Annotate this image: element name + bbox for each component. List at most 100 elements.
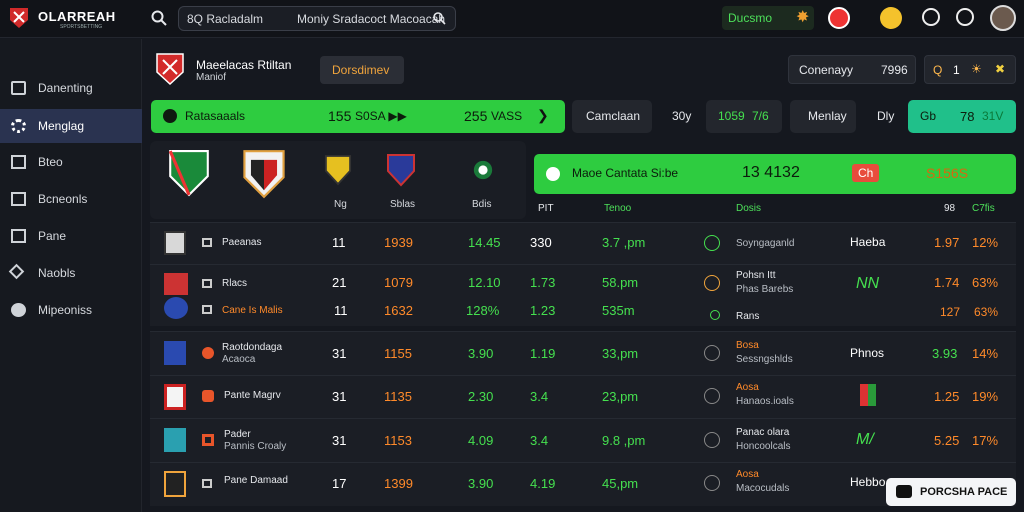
odds-green-2[interactable]: 58.pm <box>602 275 639 290</box>
odds-right[interactable]: 1.25 <box>934 389 960 404</box>
odds-green-3[interactable]: 128% <box>466 303 500 318</box>
table-row[interactable]: Rlacs Cane Is Malis 21 1079 12.10 1.73 5… <box>150 264 1016 326</box>
country-label: Conenayy <box>799 63 854 77</box>
odds-highlight-bar[interactable]: Gb 78 31V <box>908 100 1016 133</box>
brand-logo-icon[interactable] <box>8 6 30 30</box>
table-row[interactable]: Pante Magrv 31 1135 2.30 3.4 23,pm Aosa … <box>150 375 1016 418</box>
deposit-button[interactable]: Ducsmo <box>722 6 814 30</box>
match-side: Hebbo <box>850 475 886 489</box>
sidebar-item-menu[interactable]: Menglag <box>0 109 142 143</box>
odds-right[interactable]: 5.25 <box>934 433 960 448</box>
league-logo-icon <box>156 53 184 86</box>
sidebar-item-nobles[interactable]: Naobls <box>0 256 142 290</box>
odds-orange[interactable]: 1153 <box>384 433 412 448</box>
score-widget[interactable]: Q 1 ☀ ✖ <box>924 55 1016 84</box>
info-icon[interactable] <box>704 235 720 251</box>
team-shield-icon[interactable] <box>168 149 210 197</box>
odds-green[interactable]: 3.90 <box>468 476 494 491</box>
odds-white[interactable]: 3.4 <box>530 389 549 404</box>
odds-green[interactable]: 14.45 <box>468 235 501 250</box>
odds-right-2[interactable]: 127 <box>940 305 961 319</box>
league-tag-button[interactable]: Dorsdimev <box>320 56 404 84</box>
info-icon[interactable] <box>704 345 720 361</box>
arrow-icon[interactable]: ❯ <box>537 107 549 123</box>
sidebar-item-bonuses[interactable]: Bcneonls <box>0 182 142 216</box>
team-crest-icon <box>164 273 188 295</box>
featured-match-badge[interactable]: Ch <box>852 164 880 182</box>
odds-right[interactable]: 1.97 <box>934 235 960 250</box>
odds-green-4[interactable]: 535m <box>602 303 635 318</box>
info-icon[interactable] <box>710 310 720 320</box>
info-icon[interactable] <box>704 432 720 448</box>
table-row[interactable]: Raotdondaga Acaoca 31 1155 3.90 1.19 33,… <box>150 331 1016 375</box>
odds-percent: 63% <box>972 275 999 290</box>
match-sub: Pannis Croaly <box>224 441 287 452</box>
odds-orange[interactable]: 1399 <box>384 476 413 491</box>
match-name: Pader <box>224 429 251 440</box>
odds-green-2[interactable]: 45,pm <box>602 476 639 491</box>
team-green-badge-icon[interactable] <box>472 159 494 181</box>
search-submit-icon[interactable] <box>432 11 447 26</box>
sidebar-item-dashboard[interactable]: Danenting <box>0 71 142 105</box>
chip-odds[interactable]: 1059 7/6 <box>706 100 782 133</box>
info-icon[interactable] <box>704 275 720 291</box>
sidebar-item-bets[interactable]: Bteo <box>0 145 142 179</box>
team-crest-icon[interactable] <box>242 149 286 199</box>
shield-icon <box>202 390 214 402</box>
odds-orange[interactable]: 1135 <box>384 389 412 404</box>
table-row[interactable]: Paeanas 11 1939 14.45 330 3.7 ,pm Soynga… <box>150 222 1016 264</box>
chip-odds-fraction: 7/6 <box>752 109 769 123</box>
star-icon[interactable]: ✸ <box>796 9 810 26</box>
odds-orange[interactable]: 1079 <box>384 275 413 290</box>
avatar[interactable] <box>990 5 1016 31</box>
table-row[interactable]: Pane Damaad 17 1399 3.90 4.19 45,pm Aosa… <box>150 462 1016 506</box>
odds-green[interactable]: 2.30 <box>468 389 494 404</box>
market-bar[interactable]: Ratasaaals 155 S0SA ▶▶ 255 VASS ❯ <box>151 100 565 133</box>
team-blue-crest-icon[interactable] <box>386 153 416 187</box>
team-label: Sblas <box>390 199 416 210</box>
search-icon[interactable] <box>150 9 168 27</box>
odds-orange[interactable]: 1939 <box>384 235 413 250</box>
featured-match-bar[interactable]: Maoe Cantata Si:be 13 4132 Ch S156S <box>534 154 1016 194</box>
gear-icon <box>11 119 26 133</box>
coin-icon[interactable] <box>880 7 902 29</box>
table-row[interactable]: Pader Pannis Croaly 31 1153 4.09 3.4 9.8… <box>150 418 1016 462</box>
odds-white[interactable]: 1.19 <box>530 346 556 361</box>
odds-right[interactable]: 1.74 <box>934 275 960 290</box>
odds-green[interactable]: 12.10 <box>468 275 501 290</box>
team-crest-icon <box>860 384 876 406</box>
sun-icon: ☀ <box>971 62 982 76</box>
odds-green-2[interactable]: 9.8 ,pm <box>602 433 646 448</box>
match-team: Soyngaganld <box>736 238 795 249</box>
inbox-icon <box>11 81 26 95</box>
odds-white-2[interactable]: 1.23 <box>530 303 556 318</box>
sidebar-item-pane[interactable]: Pane <box>0 219 142 253</box>
odds-green-2[interactable]: 23,pm <box>602 389 639 404</box>
odds-right[interactable]: 3.93 <box>932 346 958 361</box>
odds-white[interactable]: 330 <box>530 235 552 250</box>
sidebar-item-mipeoniss[interactable]: Mipeoniss <box>0 293 142 327</box>
odds-white[interactable]: 4.19 <box>530 476 556 491</box>
odds-green-2[interactable]: 33,pm <box>602 346 639 361</box>
notifications-icon[interactable] <box>956 8 974 26</box>
country-select[interactable]: Conenayy 7996 <box>788 55 916 84</box>
odds-green-2[interactable]: 3.7 ,pm <box>602 235 646 250</box>
close-icon[interactable]: ✖ <box>995 62 1006 76</box>
chip-menlay[interactable]: Menlay <box>790 100 856 133</box>
odds-green[interactable]: 4.09 <box>468 433 494 448</box>
odds-white[interactable]: 1.73 <box>530 275 556 290</box>
team-yellow-crest-icon[interactable] <box>324 153 352 187</box>
odds-orange-2[interactable]: 1632 <box>384 303 413 318</box>
featured-match-extra: S156S <box>926 165 969 181</box>
print-icon <box>202 279 212 288</box>
live-chat-button[interactable]: PORCSHA PACE <box>886 478 1016 506</box>
settings-icon[interactable] <box>922 8 940 26</box>
odds-orange[interactable]: 1155 <box>384 346 412 361</box>
odds-white[interactable]: 3.4 <box>530 433 549 448</box>
search-input[interactable]: 8Q Racladalm Moniy Sradacoct Macoacah <box>178 6 456 31</box>
chip-camclaan[interactable]: Camclaan <box>572 100 652 133</box>
odds-green[interactable]: 3.90 <box>468 346 494 361</box>
flag-icon[interactable] <box>828 7 850 29</box>
info-icon[interactable] <box>704 388 720 404</box>
info-icon[interactable] <box>704 475 720 491</box>
